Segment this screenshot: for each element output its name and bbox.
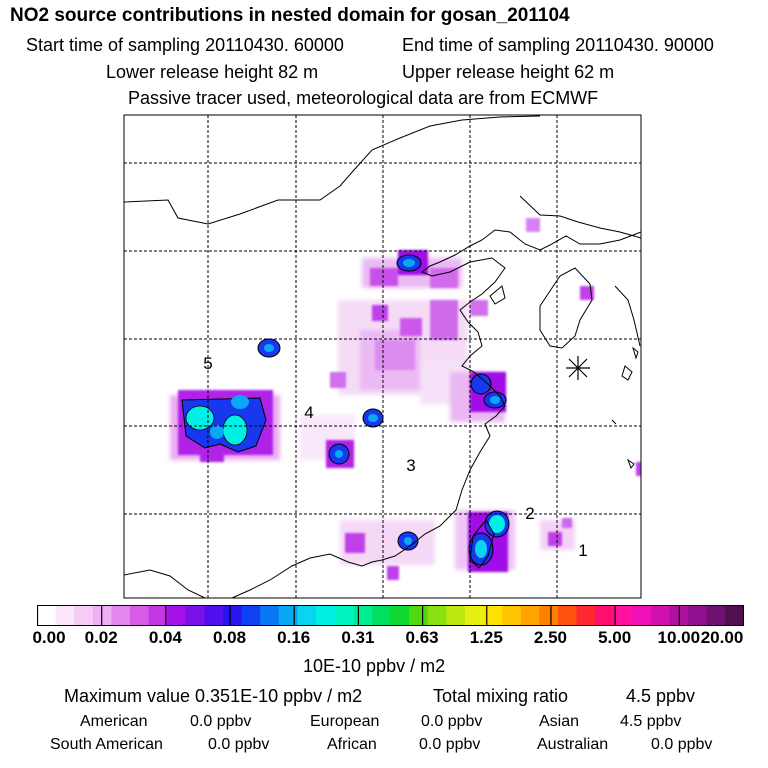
source-value-european: 0.0 ppbv — [421, 713, 483, 730]
colorbar-swatch — [520, 605, 540, 626]
colorbar-swatch — [502, 605, 522, 626]
end-sampling-time: End time of sampling 20110430. 90000 — [402, 35, 714, 55]
colorbar-swatch — [446, 605, 466, 626]
colorbar-label: 5.00 — [598, 628, 632, 647]
colorbar-label: 0.16 — [277, 628, 311, 647]
region-label-3: 3 — [406, 456, 415, 475]
colorbar-swatch — [74, 605, 94, 626]
colorbar-label: 0.00 — [32, 628, 66, 647]
maximum-value: Maximum value 0.351E-10 ppbv / m2 — [64, 686, 363, 706]
region-label-2: 2 — [525, 504, 534, 523]
colorbar-swatch — [632, 605, 652, 626]
colorbar-swatch — [725, 605, 744, 626]
colorbar-label: 0.63 — [405, 628, 439, 647]
colorbar-swatch — [427, 605, 447, 626]
colorbar-swatch — [167, 605, 187, 626]
colorbar-swatch — [409, 605, 429, 626]
source-value-asian: 4.5 ppbv — [620, 713, 682, 730]
colorbar-swatch — [111, 605, 131, 626]
upper-release-height: Upper release height 62 m — [402, 62, 615, 82]
colorbar-label: 20.00 — [700, 628, 744, 647]
colorbar-swatch — [595, 605, 615, 626]
region-label-4: 4 — [304, 403, 313, 422]
colorbar-swatch — [688, 605, 708, 626]
colorbar-swatch — [185, 605, 205, 626]
region-label-5: 5 — [203, 354, 212, 373]
colorbar-swatch — [278, 605, 298, 626]
lat-lon-grid — [124, 115, 641, 598]
colorbar-swatch — [148, 605, 168, 626]
tracer-field-high — [181, 254, 510, 566]
source-name-african: African — [327, 736, 377, 753]
source-name-asian: Asian — [539, 713, 580, 730]
colorbar-label: 2.50 — [533, 628, 567, 647]
source-value-african: 0.0 ppbv — [419, 736, 481, 753]
colorbar-swatch — [241, 605, 261, 626]
colorbar-label: 0.31 — [341, 628, 375, 647]
total-mixing-ratio-value: 4.5 ppbv — [626, 686, 696, 706]
start-sampling-time: Start time of sampling 20110430. 60000 — [26, 35, 344, 55]
colorbar-swatch — [37, 605, 57, 626]
source-name-south-american: South American — [50, 736, 163, 753]
colorbar-swatch — [130, 605, 150, 626]
colorbar-swatch — [464, 605, 485, 626]
colorbar-label: 1.25 — [469, 628, 503, 647]
colorbar-swatch — [576, 605, 596, 626]
colorbar-swatch — [204, 605, 224, 626]
source-name-american: American — [80, 713, 148, 730]
colorbar-label: 0.08 — [212, 628, 247, 647]
colorbar-swatch — [297, 605, 317, 626]
colorbar-swatch — [260, 605, 280, 626]
colorbar-swatch — [223, 605, 243, 626]
map-frame — [123, 114, 642, 599]
source-name-european: European — [310, 713, 380, 730]
lower-release-height: Lower release height 82 m — [106, 62, 319, 82]
colorbar-swatch — [557, 605, 578, 626]
colorbar — [37, 605, 744, 626]
colorbar-swatch — [390, 605, 410, 626]
region-label-1: 1 — [578, 541, 587, 560]
colorbar-label: 0.02 — [84, 628, 118, 647]
map-title: NO2 source contributions in nested domai… — [10, 5, 570, 26]
colorbar-units: 10E-10 ppbv / m2 — [303, 656, 446, 676]
colorbar-swatch — [55, 605, 75, 626]
colorbar-swatch — [483, 605, 503, 626]
colorbar-label: 0.04 — [148, 628, 182, 647]
colorbar-swatch — [92, 605, 112, 626]
colorbar-frame — [37, 605, 744, 626]
colorbar-swatch — [650, 605, 671, 626]
total-mixing-ratio-label: Total mixing ratio — [433, 686, 569, 706]
colorbar-swatch — [613, 605, 633, 626]
colorbar-swatch — [371, 605, 391, 626]
source-value-australian: 0.0 ppbv — [651, 736, 713, 753]
source-value-south-american: 0.0 ppbv — [208, 736, 270, 753]
colorbar-swatch — [706, 605, 726, 626]
colorbar-swatch — [353, 605, 373, 626]
receptor-marker — [566, 356, 590, 380]
source-name-australian: Australian — [537, 736, 609, 753]
colorbar-label: 10.00 — [657, 628, 701, 647]
colorbar-swatch — [334, 605, 354, 626]
source-value-american: 0.0 ppbv — [190, 713, 252, 730]
tracer-note: Passive tracer used, meteorological data… — [128, 88, 599, 108]
colorbar-swatch — [316, 605, 336, 626]
colorbar-swatch — [539, 605, 559, 626]
